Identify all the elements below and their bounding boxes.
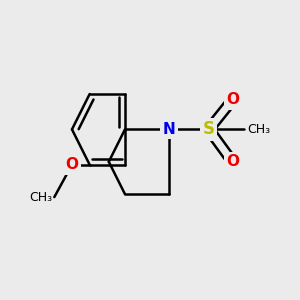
Text: O: O [226, 92, 239, 107]
Text: CH₃: CH₃ [30, 190, 53, 204]
Text: S: S [203, 120, 215, 138]
Text: O: O [226, 154, 239, 169]
Text: CH₃: CH₃ [247, 123, 270, 136]
Text: N: N [163, 122, 175, 137]
Text: O: O [65, 157, 79, 172]
